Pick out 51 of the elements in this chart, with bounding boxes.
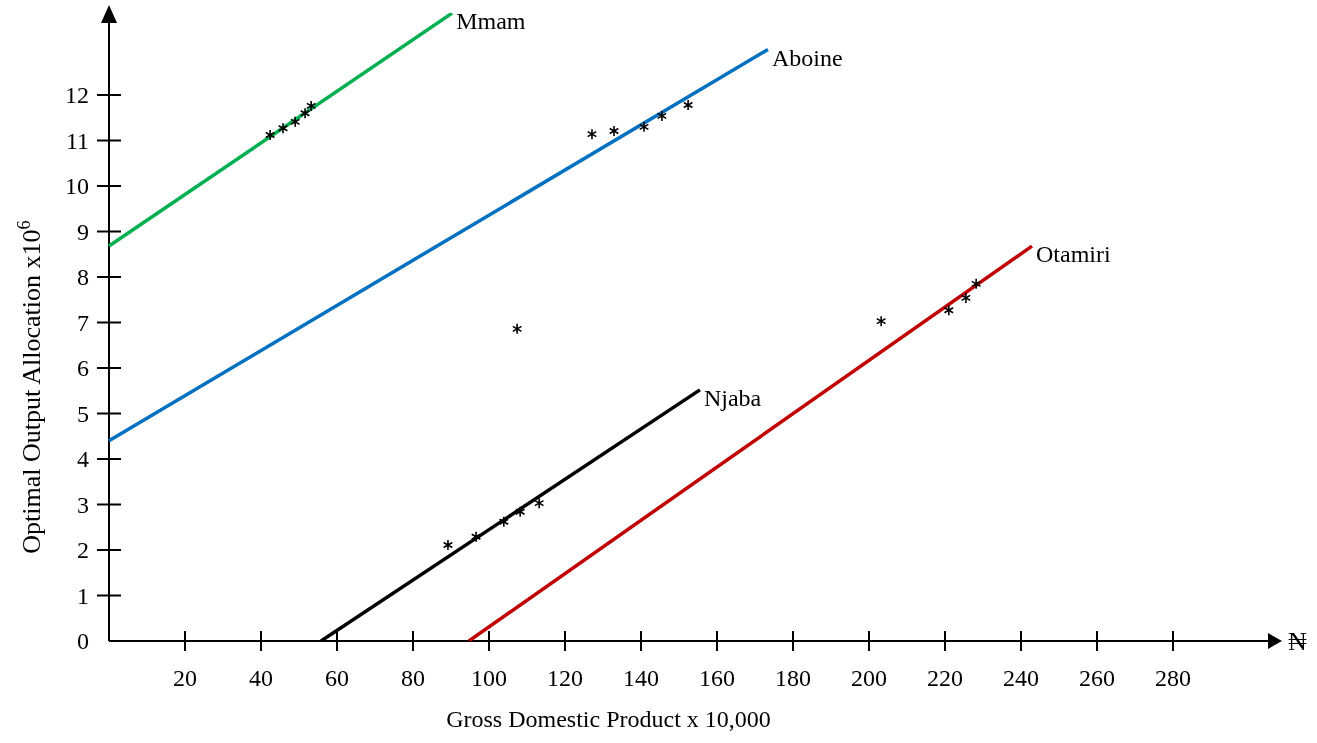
y-tick-label: 10 [65, 173, 89, 199]
y-tick-label: 5 [77, 400, 89, 427]
x-tick-label: 60 [325, 665, 349, 691]
x-axis-title: Gross Domestic Product x 10,000 [446, 706, 771, 732]
y-tick-label: 0 [77, 628, 89, 654]
point [971, 278, 982, 290]
point [608, 125, 620, 137]
x-tick-label: 220 [927, 665, 963, 691]
y-tick-label: 7 [77, 309, 89, 336]
point [264, 129, 276, 141]
y-tick-label: 12 [65, 82, 89, 108]
y-tick-label: 2 [77, 537, 89, 563]
x-tick-label: 260 [1079, 665, 1115, 691]
x-tick-label: 140 [623, 665, 659, 691]
point [290, 116, 301, 128]
series-label: Mmam [456, 8, 526, 35]
point [943, 304, 954, 317]
x-tick-label: 200 [851, 665, 887, 691]
point [876, 315, 887, 327]
series-label: Njaba [703, 384, 762, 411]
y-tick-label: 1 [77, 582, 89, 609]
point [470, 531, 482, 543]
y-tick-label: 3 [77, 491, 89, 518]
y-tick-label: 6 [77, 355, 89, 381]
point [682, 99, 694, 111]
x-tick-label: 280 [1155, 665, 1191, 691]
point [534, 497, 545, 509]
point [960, 292, 972, 304]
y-tick-label: 8 [77, 264, 89, 290]
point [277, 122, 289, 135]
series-label: Aboine [771, 44, 843, 71]
x-tick-label: 120 [547, 665, 583, 691]
point [586, 128, 598, 140]
x-tick-label: 180 [775, 665, 811, 691]
point [511, 323, 523, 335]
point [656, 110, 668, 122]
x-tick-label: 100 [471, 665, 507, 691]
x-tick-label: 160 [699, 665, 735, 691]
point [515, 505, 526, 518]
x-tick-label: 40 [249, 665, 273, 691]
y-tick-label: 9 [77, 218, 89, 245]
x-tick-label: 240 [1003, 665, 1039, 691]
point [442, 539, 454, 551]
text: ₦ [1288, 627, 1307, 656]
y-tick-label: 4 [77, 446, 89, 472]
point [498, 515, 509, 528]
x-tick-label: 80 [401, 665, 425, 691]
y-tick-label: 11 [65, 127, 89, 154]
series-label: Otamiri [1036, 241, 1111, 268]
point [638, 121, 650, 133]
x-tick-label: 20 [173, 665, 197, 691]
